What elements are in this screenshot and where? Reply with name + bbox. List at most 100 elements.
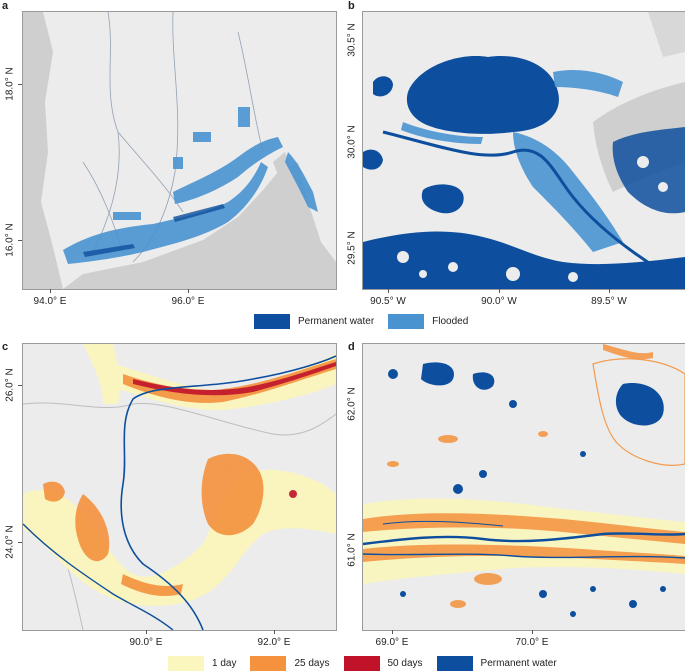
tick-mark (50, 289, 51, 293)
legend-bottom: 1 day 25 days 50 days Permanent water (168, 656, 571, 671)
sea-area (23, 12, 63, 289)
map-panel-d (362, 343, 685, 631)
panel-d-y-tick: 62.0° N (346, 387, 358, 421)
flood-50-days (289, 490, 297, 498)
sea-area (648, 12, 685, 57)
legend-item: Permanent water (436, 656, 557, 671)
panel-a-y-tick: 18.0° N (4, 67, 16, 101)
panel-d-y-tick: 61.0° N (346, 533, 358, 567)
tick-mark (274, 630, 275, 634)
flood-25-days (450, 600, 466, 608)
legend-item: Permanent water (254, 314, 374, 329)
flood-extent (592, 358, 685, 466)
tick-mark (18, 240, 22, 241)
flood-25-days (538, 431, 548, 437)
tick-mark (609, 289, 610, 293)
flooded-region (285, 152, 318, 212)
panel-c-y-tick: 24.0° N (4, 525, 16, 559)
legend-top: Permanent water Flooded (254, 314, 482, 329)
permanent-water (509, 400, 517, 408)
permanent-water (612, 127, 685, 214)
panel-a-y-tick: 16.0° N (4, 223, 16, 257)
map-panel-c (22, 343, 337, 631)
flood-25-days (201, 453, 264, 536)
permanent-water (421, 184, 464, 214)
flooded-region (63, 162, 268, 264)
panel-b-x-tick: 90.0° W (481, 296, 517, 307)
permanent-water (406, 56, 559, 134)
sea-area (63, 162, 336, 289)
flood-25-days (387, 461, 399, 467)
panel-d-letter: d (348, 341, 355, 353)
tick-mark (18, 542, 22, 543)
panel-c-x-tick: 92.0° E (257, 637, 291, 648)
panel-b-y-tick: 30.5° N (346, 23, 358, 57)
tick-mark (188, 289, 189, 293)
permanent-water (472, 372, 495, 390)
flooded-region (173, 157, 183, 169)
tick-mark (18, 385, 22, 386)
tick-mark (388, 289, 389, 293)
legend-label: Permanent water (298, 316, 375, 327)
panel-b-x-tick: 89.5° W (591, 296, 627, 307)
flooded-region (193, 132, 211, 142)
legend-swatch-permanent-water (254, 314, 290, 329)
panel-c-y-tick: 26.0° N (4, 368, 16, 402)
permanent-water (479, 470, 487, 478)
legend-swatch-25-days (250, 656, 287, 671)
legend-swatch-flooded (388, 314, 425, 329)
permanent-water (580, 451, 586, 457)
flood-extent (83, 344, 121, 404)
flooded-region (238, 107, 250, 127)
permanent-water (373, 76, 393, 97)
river (382, 130, 664, 274)
legend-label: Flooded (432, 316, 469, 327)
legend-item: 25 days (250, 656, 330, 671)
panel-a-x-tick: 96.0° E (171, 296, 205, 307)
permanent-water (615, 383, 664, 426)
panel-c-x-tick: 90.0° E (129, 637, 163, 648)
permanent-water (173, 204, 225, 222)
flood-25-days (363, 513, 685, 544)
flood-25-days (121, 574, 183, 596)
map-panel-a (22, 11, 337, 290)
legend-label: 50 days (387, 658, 423, 669)
permanent-water (590, 586, 596, 592)
river (382, 520, 504, 527)
permanent-water (83, 244, 135, 257)
legend-swatch-permanent-water (436, 656, 473, 671)
legend-swatch-50-days (343, 656, 380, 671)
permanent-water (539, 590, 547, 598)
panel-b-letter: b (348, 0, 355, 12)
panel-d-x-tick: 70.0° E (515, 637, 549, 648)
flood-25-days (438, 435, 458, 443)
legend-label: Permanent water (480, 658, 557, 669)
permanent-water (421, 362, 454, 386)
tick-mark (146, 630, 147, 634)
permanent-water (629, 600, 637, 608)
panel-a-letter: a (2, 0, 9, 12)
map-d-graphic (363, 344, 685, 617)
panel-c-letter: c (2, 341, 9, 353)
flooded-region (553, 70, 623, 97)
panel-d-x-tick: 69.0° E (375, 637, 409, 648)
permanent-water (388, 369, 398, 379)
flooded-region (113, 212, 141, 220)
river (120, 355, 336, 630)
panel-b-y-tick: 30.0° N (346, 125, 358, 159)
legend-swatch-1-day (168, 656, 204, 671)
flooded-region (173, 137, 283, 204)
legend-label: 1 day (212, 658, 237, 669)
river (23, 523, 174, 630)
permanent-water (453, 484, 463, 494)
river (363, 553, 685, 559)
tick-mark (499, 289, 500, 293)
flood-25-days (75, 494, 110, 562)
panel-a-x-tick: 94.0° E (33, 296, 67, 307)
tick-mark (532, 630, 533, 634)
flood-25-days (603, 344, 653, 360)
legend-item: Flooded (388, 314, 468, 329)
map-panel-b (362, 11, 685, 290)
permanent-water (400, 591, 406, 597)
legend-item: 50 days (343, 656, 423, 671)
